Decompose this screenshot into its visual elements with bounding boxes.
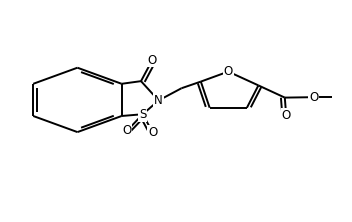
Text: N: N	[154, 94, 163, 107]
Text: O: O	[122, 124, 132, 137]
Text: O: O	[148, 126, 157, 139]
Text: O: O	[282, 109, 291, 122]
Text: O: O	[147, 54, 157, 67]
Text: O: O	[224, 65, 233, 78]
Text: O: O	[309, 91, 318, 104]
Text: S: S	[139, 108, 146, 121]
